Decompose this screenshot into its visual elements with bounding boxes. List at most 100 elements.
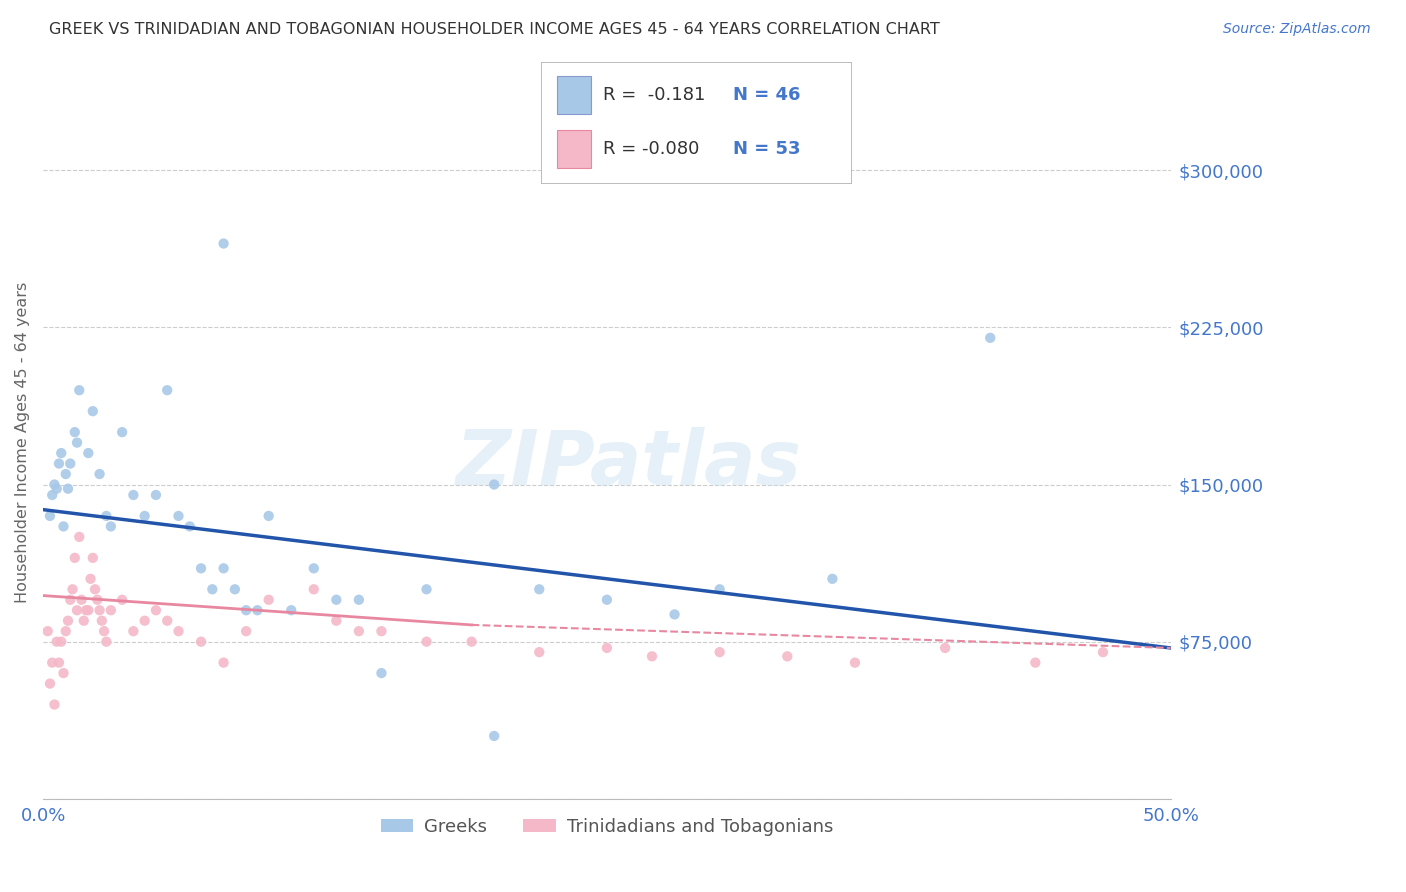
Point: [55, 624, 77, 639]
Point: [90, 614, 112, 628]
Point: [44, 477, 66, 491]
Point: [235, 624, 257, 639]
Point: [89, 467, 111, 481]
Point: [48, 457, 70, 471]
Point: [529, 582, 551, 597]
Point: [67, 530, 90, 544]
Point: [45, 634, 67, 648]
Point: [529, 645, 551, 659]
Point: [821, 572, 844, 586]
Point: [212, 236, 235, 251]
Point: [201, 582, 224, 597]
Point: [59, 457, 82, 471]
Point: [84, 582, 107, 597]
Point: [51, 446, 73, 460]
Point: [415, 582, 437, 597]
Point: [66, 603, 89, 617]
Point: [302, 561, 325, 575]
Point: [280, 603, 302, 617]
Point: [709, 582, 731, 597]
Point: [79, 572, 101, 586]
Text: N = 46: N = 46: [733, 86, 800, 104]
Point: [776, 649, 799, 664]
Point: [37, 624, 59, 639]
Point: [48, 656, 70, 670]
Point: [370, 666, 392, 681]
Point: [44, 698, 66, 712]
Point: [156, 383, 179, 397]
Point: [51, 634, 73, 648]
Point: [212, 656, 235, 670]
Point: [134, 508, 156, 523]
Point: [39, 508, 62, 523]
Point: [1091, 645, 1114, 659]
Point: [41, 656, 63, 670]
Point: [190, 561, 212, 575]
Point: [56, 614, 79, 628]
Point: [82, 404, 104, 418]
Point: [596, 640, 619, 655]
Bar: [557, 76, 591, 114]
Point: [325, 592, 347, 607]
Point: [596, 592, 619, 607]
Point: [235, 603, 257, 617]
Point: [41, 488, 63, 502]
Point: [56, 482, 79, 496]
Point: [93, 624, 115, 639]
Point: [167, 508, 190, 523]
Point: [347, 592, 370, 607]
Point: [100, 519, 122, 533]
Point: [134, 614, 156, 628]
Y-axis label: Householder Income Ages 45 - 64 years: Householder Income Ages 45 - 64 years: [15, 282, 30, 603]
Point: [145, 603, 167, 617]
Point: [52, 519, 75, 533]
Point: [39, 676, 62, 690]
Point: [664, 607, 686, 622]
Point: [482, 477, 505, 491]
Point: [212, 561, 235, 575]
Point: [86, 592, 108, 607]
Point: [246, 603, 269, 617]
Point: [190, 634, 212, 648]
Point: [82, 550, 104, 565]
Point: [934, 640, 956, 655]
Point: [45, 482, 67, 496]
Point: [96, 634, 118, 648]
Point: [641, 649, 664, 664]
Point: [325, 614, 347, 628]
Point: [347, 624, 370, 639]
Bar: [557, 130, 591, 169]
Point: [482, 729, 505, 743]
Point: [62, 582, 84, 597]
Point: [122, 488, 145, 502]
Point: [59, 592, 82, 607]
Point: [844, 656, 866, 670]
Point: [89, 603, 111, 617]
Point: [302, 582, 325, 597]
Text: R = -0.080: R = -0.080: [603, 140, 700, 158]
Text: R =  -0.181: R = -0.181: [603, 86, 706, 104]
Point: [55, 467, 77, 481]
Point: [66, 435, 89, 450]
Point: [70, 592, 93, 607]
Point: [167, 624, 190, 639]
Text: ZIPatlas: ZIPatlas: [457, 427, 803, 501]
Point: [709, 645, 731, 659]
Point: [145, 488, 167, 502]
Point: [979, 331, 1001, 345]
Point: [111, 425, 134, 439]
Point: [100, 603, 122, 617]
Point: [77, 603, 100, 617]
Point: [257, 508, 280, 523]
Point: [77, 446, 100, 460]
Text: GREEK VS TRINIDADIAN AND TOBAGONIAN HOUSEHOLDER INCOME AGES 45 - 64 YEARS CORREL: GREEK VS TRINIDADIAN AND TOBAGONIAN HOUS…: [49, 22, 941, 37]
Point: [370, 624, 392, 639]
Point: [122, 624, 145, 639]
Point: [75, 603, 97, 617]
Point: [63, 425, 86, 439]
Text: N = 53: N = 53: [733, 140, 800, 158]
Point: [460, 634, 482, 648]
Point: [111, 592, 134, 607]
Point: [67, 383, 90, 397]
Point: [156, 614, 179, 628]
